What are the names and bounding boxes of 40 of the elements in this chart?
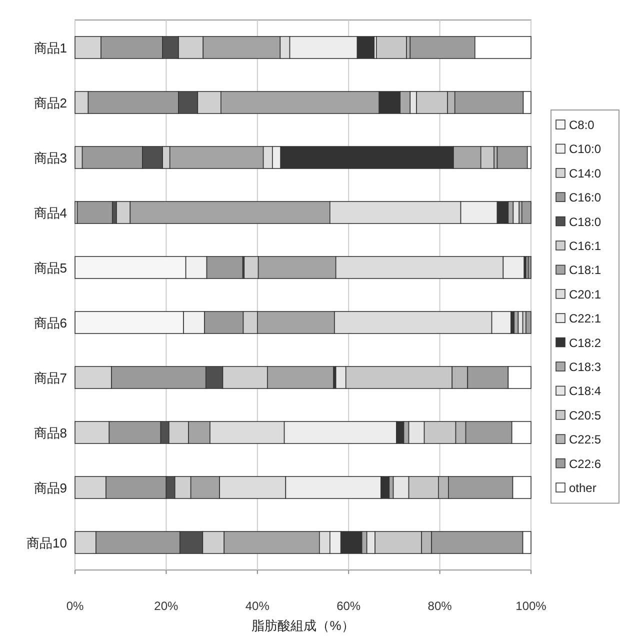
legend-label: C16:1 — [569, 239, 602, 253]
legend-label: C14:0 — [569, 166, 602, 180]
bar — [528, 256, 532, 279]
legend-label: C18:1 — [569, 263, 602, 278]
bar — [76, 201, 113, 224]
y-tick-label: 商品1 — [34, 40, 67, 56]
legend-label: C16:0 — [569, 190, 602, 205]
x-tick-label: 100% — [516, 599, 547, 613]
y-tick-label: 商品7 — [34, 370, 67, 386]
legend-label: C18:0 — [569, 214, 602, 229]
bar — [496, 146, 528, 169]
legend-label: C22:5 — [569, 432, 602, 447]
legend-label: C20:5 — [569, 408, 602, 422]
y-tick-label: 商品3 — [34, 150, 67, 166]
x-tick-label: 20% — [154, 599, 179, 613]
legend-label: C18:3 — [569, 360, 602, 374]
y-tick-label: 商品8 — [34, 426, 67, 440]
y-tick-label: 商品4 — [34, 206, 67, 220]
y-tick-label: 商品10 — [26, 536, 67, 550]
y-tick-label: 商品9 — [34, 480, 67, 496]
legend-label: C22:6 — [569, 456, 602, 471]
bar — [376, 36, 407, 59]
x-tick-label: 60% — [336, 599, 361, 613]
x-tick-label: 80% — [428, 599, 452, 613]
legend-label: C8:0 — [569, 118, 595, 132]
x-tick-label: 40% — [245, 599, 270, 613]
x-tick-label: 0% — [66, 599, 84, 613]
legend-label: C10:0 — [569, 142, 602, 156]
legend-label: C18:4 — [569, 384, 602, 398]
legend-label: C18:2 — [569, 336, 602, 350]
x-axis-title: 脂肪酸組成（%） — [252, 618, 354, 633]
y-tick-label: 商品2 — [34, 96, 67, 110]
bar — [526, 311, 532, 334]
legend-label: C22:1 — [569, 312, 602, 326]
y-tick-label: 商品5 — [34, 260, 67, 276]
bar — [514, 311, 519, 334]
y-tick-label: 商品6 — [34, 316, 67, 330]
legend-label: other — [569, 481, 596, 495]
legend-label: C20:1 — [569, 287, 602, 302]
bar — [521, 201, 532, 224]
